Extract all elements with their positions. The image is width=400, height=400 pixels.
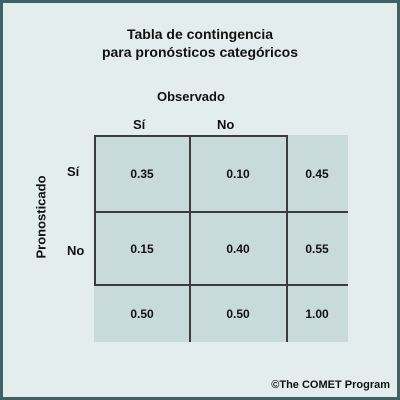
cell-grand-total: 1.00 (305, 306, 329, 321)
diagram-title: Tabla de contingencia para pronósticos c… (3, 25, 397, 61)
title-line-2: para pronósticos categóricos (101, 44, 299, 60)
cell-no-total: 0.55 (305, 241, 329, 256)
grid-line-row-2 (94, 284, 348, 286)
cell-no-no: 0.40 (226, 241, 250, 256)
row-header-no: No (67, 243, 85, 258)
comet-credit: ©The COMET Program (271, 379, 390, 391)
cell-si-si: 0.35 (130, 166, 154, 181)
forecast-axis-label: Pronosticado (33, 175, 49, 259)
contingency-table: 0.35 0.10 0.45 0.15 0.40 0.55 0.50 0.50 … (94, 135, 348, 342)
cell-si-no: 0.10 (226, 166, 250, 181)
cell-no-si: 0.15 (130, 241, 154, 256)
cell-si-total: 0.45 (305, 166, 329, 181)
grid-line-top (94, 135, 288, 137)
title-line-1: Tabla de contingencia (127, 26, 273, 42)
diagram-panel: Tabla de contingencia para pronósticos c… (3, 3, 397, 397)
column-header-no: No (217, 117, 235, 132)
row-header-si: Sí (67, 164, 80, 179)
grid-line-left (94, 135, 96, 285)
cell-total-no: 0.50 (226, 306, 250, 321)
column-header-si: Sí (133, 117, 146, 132)
cell-total-si: 0.50 (130, 306, 154, 321)
observed-axis-label: Observado (157, 89, 225, 104)
grid-line-row-1 (94, 211, 348, 213)
grid-line-middle (189, 135, 191, 342)
grid-line-right (286, 135, 288, 342)
